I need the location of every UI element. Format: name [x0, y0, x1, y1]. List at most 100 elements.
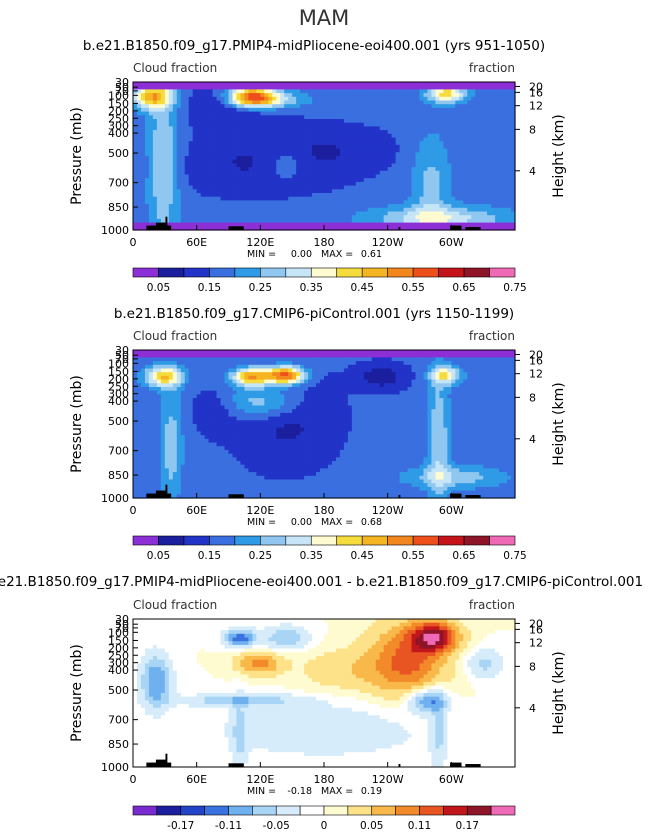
max-value: 0.61 — [361, 249, 382, 260]
contour-cell — [392, 189, 397, 193]
contour-cell — [368, 361, 373, 365]
contour-cell — [149, 354, 154, 358]
contour-cell — [153, 138, 158, 142]
contour-cell — [145, 97, 150, 101]
contour-cell — [213, 89, 218, 93]
contour-cell — [439, 175, 444, 179]
contour-cell — [324, 208, 329, 212]
contour-cell — [169, 119, 174, 123]
x-tick-label: 0 — [130, 236, 137, 249]
contour-cell — [304, 104, 309, 108]
contour-cell — [153, 357, 158, 361]
contour-cell — [157, 160, 162, 164]
contour-cell — [431, 163, 436, 167]
contour-cell — [364, 208, 369, 212]
contour-cell — [412, 387, 417, 391]
contour-cell — [356, 97, 361, 101]
terrain-block — [156, 223, 166, 230]
contour-cell — [483, 357, 488, 361]
contour-cell — [475, 372, 480, 376]
contour-cell — [479, 163, 484, 167]
contour-cell — [455, 200, 460, 204]
contour-cell — [201, 163, 206, 167]
contour-cell — [447, 354, 452, 358]
contour-cell — [177, 376, 182, 380]
contour-cell — [404, 215, 409, 219]
contour-cell — [177, 108, 182, 112]
contour-cell — [340, 361, 345, 365]
contour-cell — [447, 104, 452, 108]
contour-cell — [149, 204, 154, 208]
contour-cell — [499, 104, 504, 108]
contour-cell — [244, 361, 249, 365]
contour-cell — [435, 101, 440, 105]
contour-cell — [499, 97, 504, 101]
contour-cell — [423, 369, 428, 373]
contour-cell — [463, 138, 468, 142]
contour-cell — [384, 383, 389, 387]
contour-cell — [304, 115, 309, 119]
contour-cell — [388, 97, 393, 101]
contour-cell — [181, 171, 186, 175]
contour-cell — [423, 354, 428, 358]
contour-cell — [408, 387, 413, 391]
contour-cell — [467, 119, 472, 123]
contour-cell — [145, 391, 150, 395]
contour-cell — [145, 215, 150, 219]
contour-cell — [408, 376, 413, 380]
contour-cell — [348, 104, 353, 108]
contour-cell — [392, 354, 397, 358]
contour-cell — [348, 115, 353, 119]
contour-cell — [416, 175, 421, 179]
contour-cell — [209, 372, 214, 376]
contour-cell — [400, 141, 405, 145]
contour-cell — [149, 182, 154, 186]
contour-cell — [336, 101, 341, 105]
contour-cell — [300, 171, 305, 175]
contour-cell — [213, 354, 218, 358]
contour-cell — [400, 365, 405, 369]
contour-cell — [495, 149, 500, 153]
contour-cell — [213, 223, 218, 227]
contour-cell — [320, 200, 325, 204]
contour-cell — [376, 212, 381, 216]
contour-cell — [149, 357, 154, 361]
contour-cell — [388, 350, 393, 354]
contour-cell — [360, 115, 365, 119]
contour-cell — [205, 193, 210, 197]
contour-cell — [384, 369, 389, 373]
contour-cell — [240, 212, 245, 216]
contour-cell — [475, 200, 480, 204]
contour-cell — [288, 178, 293, 182]
contour-cell — [225, 193, 230, 197]
contour-cell — [232, 365, 237, 369]
contour-cell — [292, 365, 297, 369]
contour-cell — [153, 171, 158, 175]
contour-cell — [209, 86, 214, 90]
contour-cell — [185, 369, 190, 373]
contour-cell — [372, 119, 377, 123]
contour-cell — [451, 197, 456, 201]
contour-cell — [276, 156, 281, 160]
contour-cell — [372, 167, 377, 171]
contour-cell — [153, 163, 158, 167]
contour-cell — [368, 204, 373, 208]
contour-cell — [165, 167, 170, 171]
contour-cell — [256, 160, 261, 164]
contour-cell — [495, 193, 500, 197]
contour-cell — [145, 171, 150, 175]
contour-cell — [185, 93, 190, 97]
contour-cell — [185, 101, 190, 105]
contour-cell — [232, 112, 237, 116]
contour-cell — [296, 380, 301, 384]
contour-cell — [439, 163, 444, 167]
contour-cell — [427, 134, 432, 138]
contour-cell — [229, 175, 234, 179]
contour-cell — [173, 380, 178, 384]
contour-cell — [236, 380, 241, 384]
contour-cell — [185, 380, 190, 384]
contour-cell — [145, 145, 150, 149]
contour-cell — [483, 376, 488, 380]
contour-cell — [141, 357, 146, 361]
contour-cell — [356, 376, 361, 380]
